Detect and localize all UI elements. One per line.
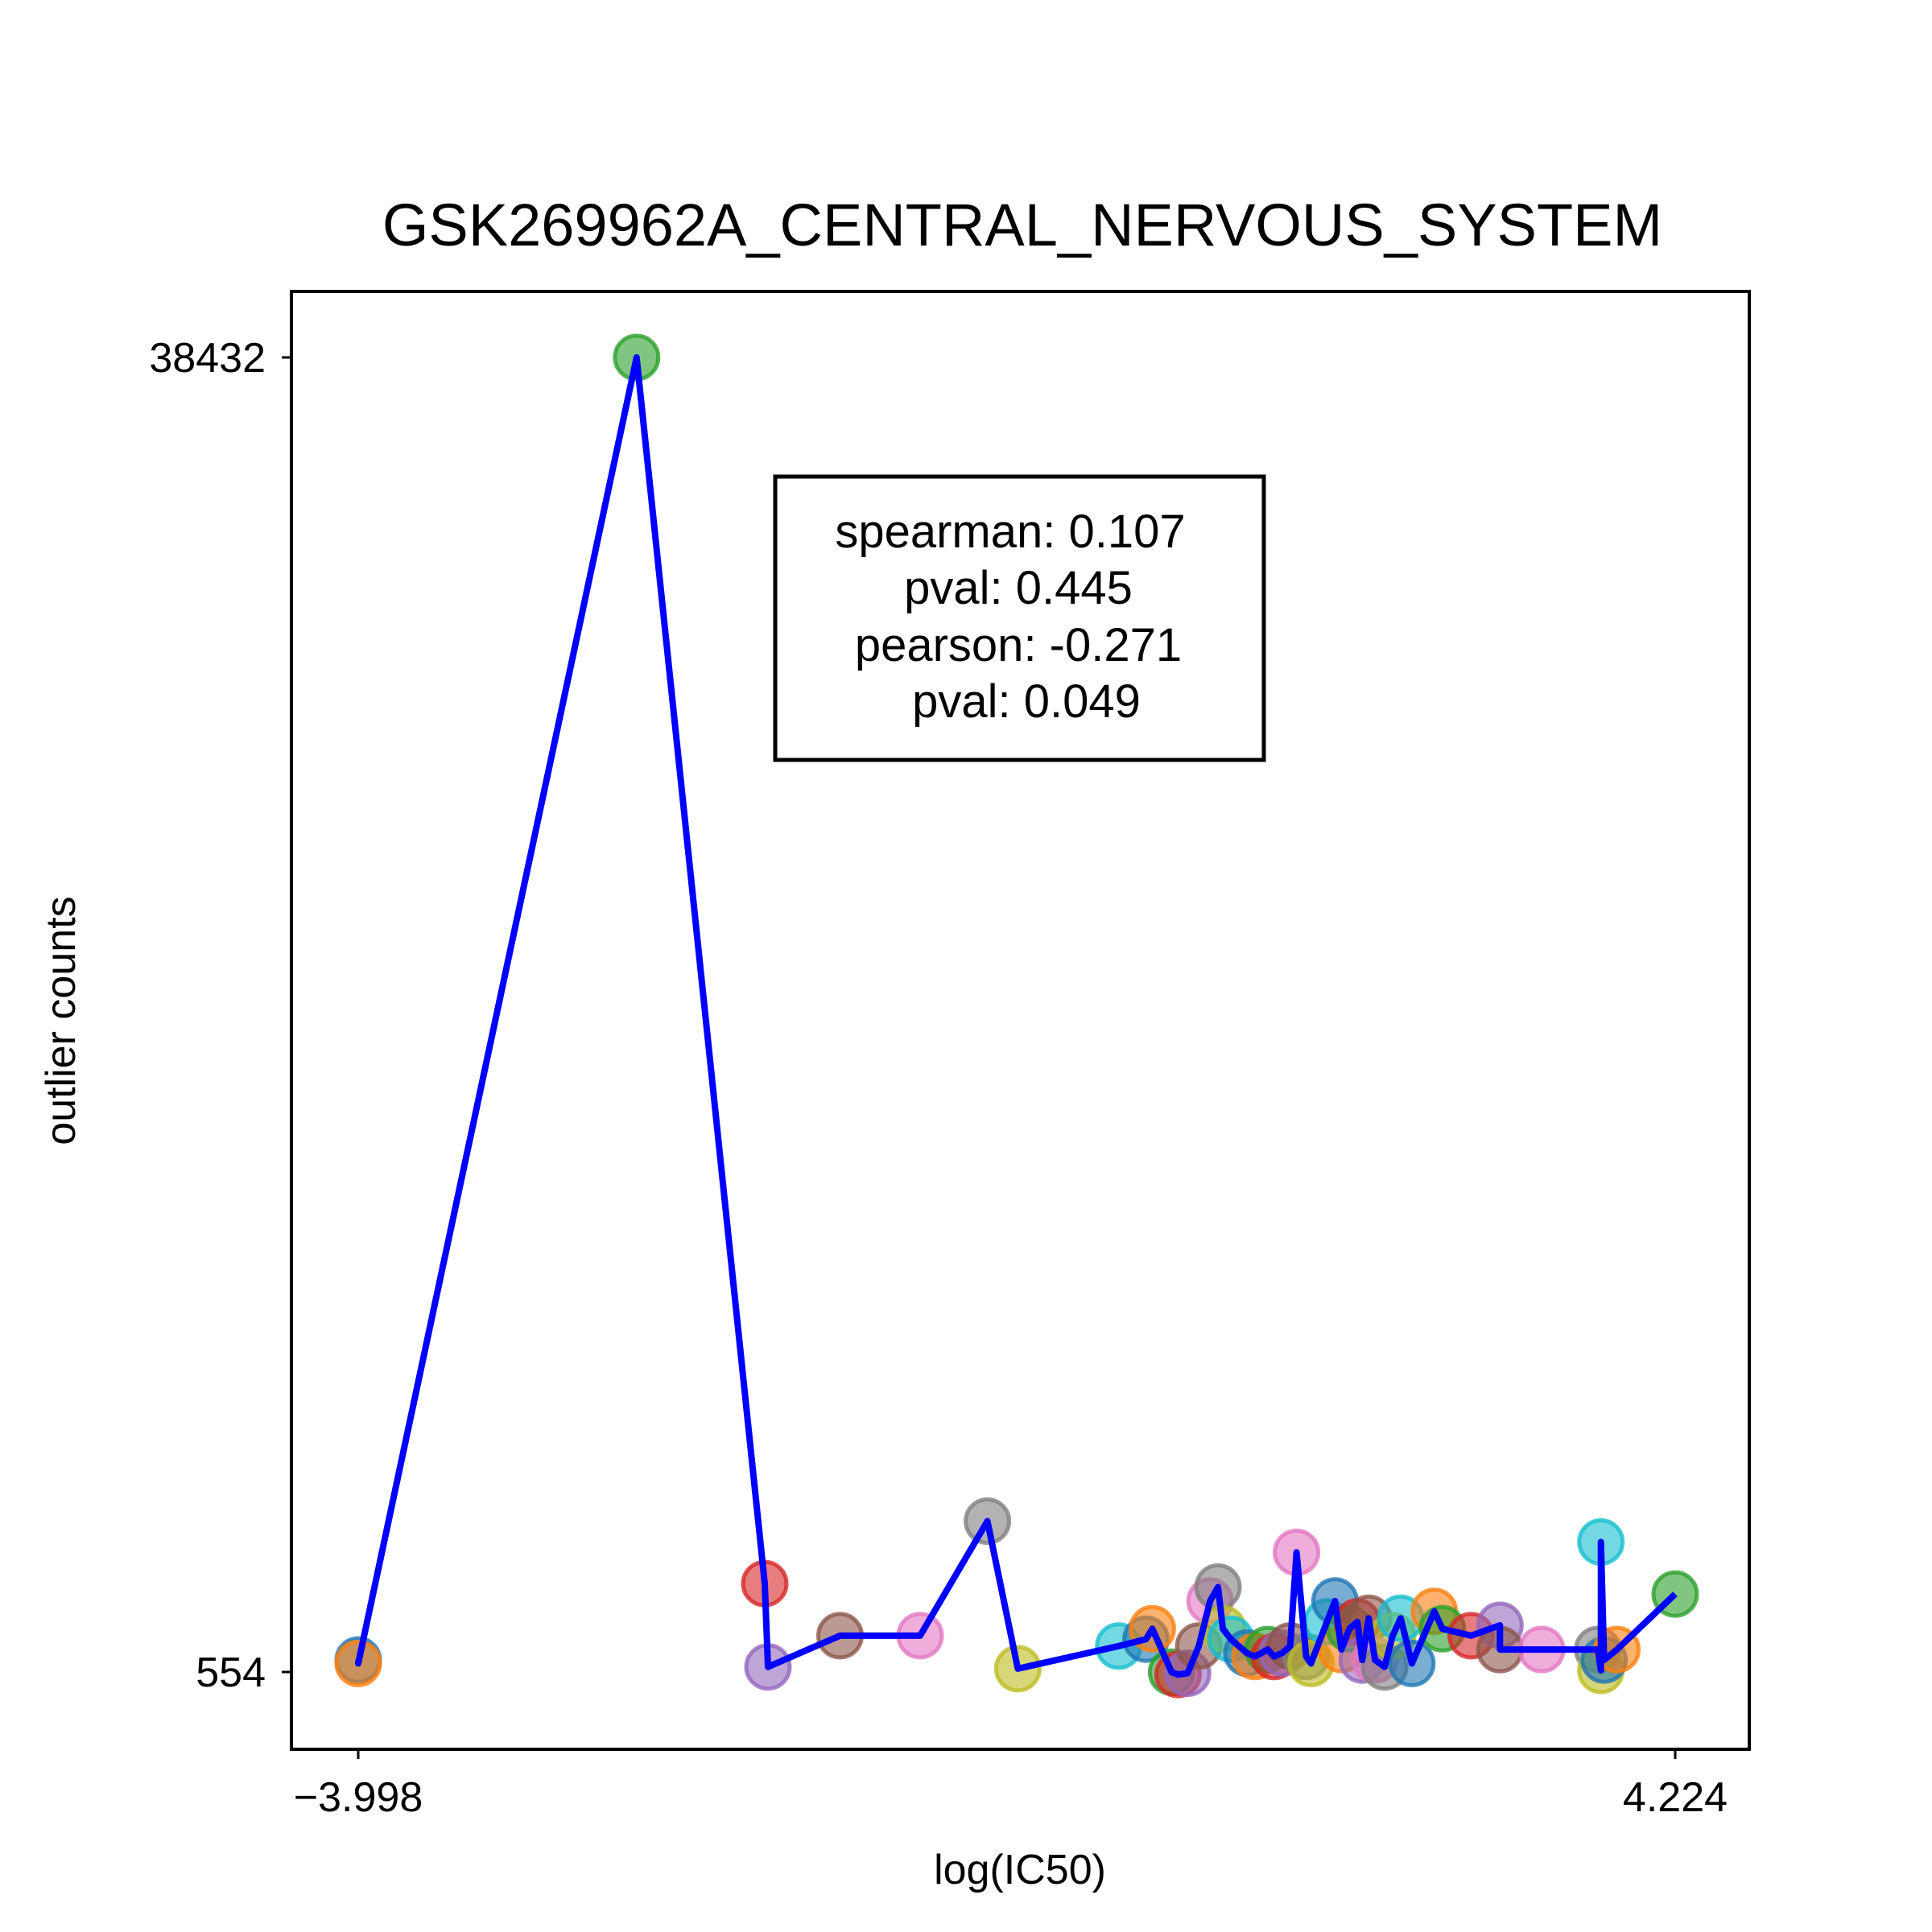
stats-spearman-pval: pval: 0.445 [904,562,1133,614]
series-line [355,354,1678,1678]
plot-area-frame [290,290,1751,1751]
x-tick-label-right: 4.224 [1623,1774,1728,1821]
y-tick-label-top: 38432 [149,335,266,382]
stats-pearson: pearson: -0.271 [855,619,1182,671]
chart-title: GSK269962A_CENTRAL_NERVOUS_SYSTEM [382,192,1662,258]
y-axis-label: outlier counts [38,896,85,1145]
x-axis-label: log(IC50) [934,1847,1106,1893]
y-tick-label-bottom: 554 [196,1649,266,1696]
x-tick-label-left: −3.998 [294,1774,423,1821]
stats-box [773,474,1266,762]
stats-pearson-pval: pval: 0.049 [912,675,1141,728]
stats-spearman: spearman: 0.107 [835,506,1185,558]
